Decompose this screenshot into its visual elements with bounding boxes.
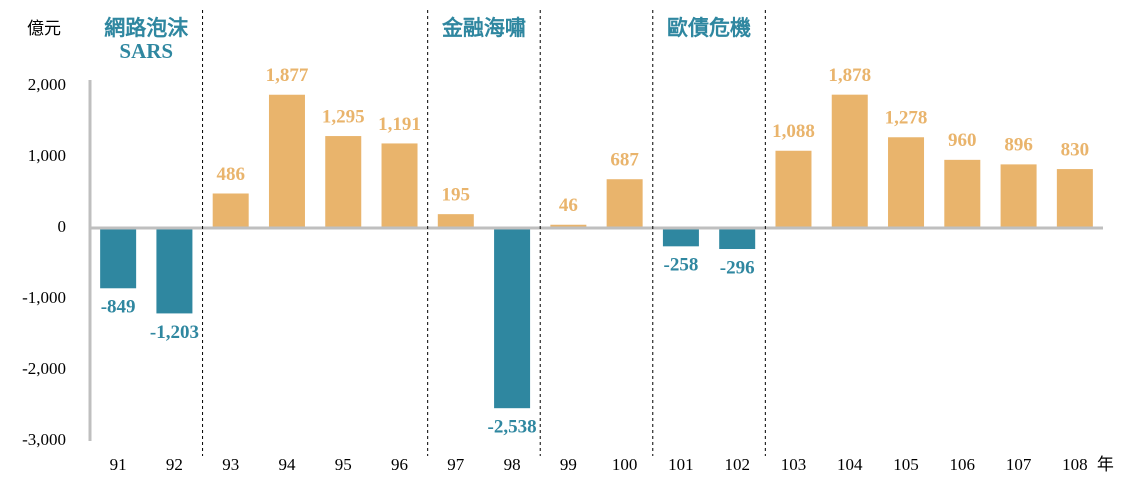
y-tick-label: -1,000: [22, 288, 66, 307]
value-label: 195: [442, 185, 471, 206]
bar: [606, 179, 643, 228]
x-tick-label: 98: [504, 455, 521, 474]
value-label: 687: [610, 150, 639, 171]
value-label: -1,203: [150, 322, 199, 343]
period-annotation: SARS: [119, 39, 173, 63]
value-label: 896: [1004, 135, 1033, 156]
value-label: 486: [216, 164, 245, 185]
bar: [662, 228, 699, 247]
bar: [494, 228, 531, 409]
value-label: 830: [1061, 139, 1090, 160]
bar: [831, 94, 868, 228]
bar: [437, 214, 474, 228]
x-tick-label: 105: [893, 455, 919, 474]
bar: [550, 224, 587, 228]
bar: [100, 228, 137, 289]
x-tick-label: 94: [278, 455, 296, 474]
x-tick-label: 96: [391, 455, 408, 474]
value-label: -2,538: [488, 417, 537, 438]
y-tick-label: -2,000: [22, 359, 66, 378]
y-unit: 億元: [27, 19, 61, 38]
x-tick-label: 91: [110, 455, 127, 474]
bar: [719, 228, 756, 250]
y-tick-label: 0: [58, 217, 67, 236]
value-label: 1,191: [378, 114, 421, 135]
x-tick-label: 97: [447, 455, 465, 474]
x-tick-label: 106: [950, 455, 976, 474]
value-label: 1,278: [885, 108, 928, 129]
value-label: 1,878: [828, 65, 871, 86]
period-annotation: 歐債危機: [667, 16, 751, 40]
x-tick-label: 102: [724, 455, 750, 474]
bar: [1000, 164, 1037, 228]
y-tick-label: -3,000: [22, 430, 66, 449]
x-tick-label: 101: [668, 455, 694, 474]
x-tick-label: 107: [1006, 455, 1032, 474]
y-tick-label: 1,000: [28, 146, 66, 165]
y-tick-label: 2,000: [28, 75, 66, 94]
period-annotation: 金融海嘯: [441, 16, 526, 40]
bar: [1056, 169, 1093, 228]
bar: [156, 228, 193, 314]
value-label: -258: [664, 255, 699, 276]
x-tick-label: 108: [1062, 455, 1088, 474]
x-tick-label: 92: [166, 455, 183, 474]
x-tick-label: 103: [781, 455, 807, 474]
x-tick-label: 100: [612, 455, 638, 474]
value-label: 1,877: [266, 65, 309, 86]
bar: [775, 150, 812, 228]
value-label: 960: [948, 130, 977, 151]
value-label: -296: [720, 257, 755, 278]
value-label: 1,088: [772, 121, 815, 142]
bar: [888, 137, 925, 228]
x-tick-label: 93: [222, 455, 239, 474]
bar: [268, 94, 305, 228]
bar: [381, 143, 418, 228]
bar: [944, 159, 981, 228]
x-tick-label: 99: [560, 455, 577, 474]
x-tick-label: 95: [335, 455, 352, 474]
x-tick-label: 104: [837, 455, 863, 474]
period-annotation: 網路泡沫: [104, 16, 189, 40]
value-label: -849: [101, 297, 136, 318]
bar: [212, 193, 249, 228]
x-unit: 年: [1097, 455, 1114, 474]
bar: [325, 136, 362, 228]
value-label: 46: [559, 195, 578, 216]
value-label: 1,295: [322, 106, 365, 127]
